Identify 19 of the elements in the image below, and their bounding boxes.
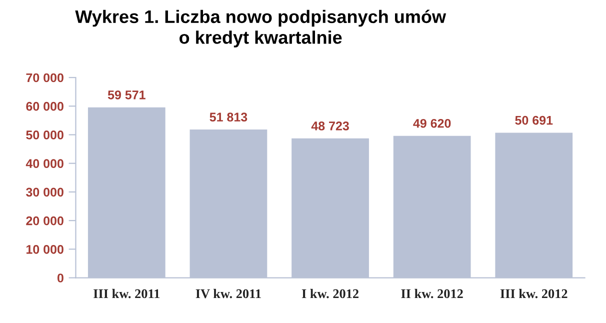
y-tick-label: 60 000: [26, 102, 64, 111]
x-tick-label: I kw. 2012: [302, 288, 358, 298]
x-tick-label: II kw. 2012: [401, 288, 463, 298]
y-tick-label: 40 000: [26, 159, 64, 168]
data-label: 51 813: [210, 112, 248, 122]
y-tick-label: 20 000: [26, 216, 64, 226]
y-tick-label: 30 000: [26, 188, 64, 197]
y-tick-label: 10 000: [26, 244, 64, 254]
data-label: 48 723: [311, 122, 349, 130]
data-label: 59 571: [108, 90, 146, 100]
y-tick-label: 70 000: [26, 73, 64, 82]
data-label: 49 620: [413, 118, 451, 128]
x-tick-label: III kw. 2011: [94, 288, 160, 298]
y-tick-label: 0: [57, 274, 64, 282]
x-tick-label: III kw. 2012: [500, 288, 568, 298]
y-tick-label: 50 000: [26, 130, 64, 140]
x-tick-label: IV kw. 2011: [196, 288, 261, 298]
data-label: 50 691: [515, 116, 553, 125]
chart-title: Wykres 1. Liczba nowo podpisanych umów o kredyt kwartalnie: [75, 10, 446, 48]
